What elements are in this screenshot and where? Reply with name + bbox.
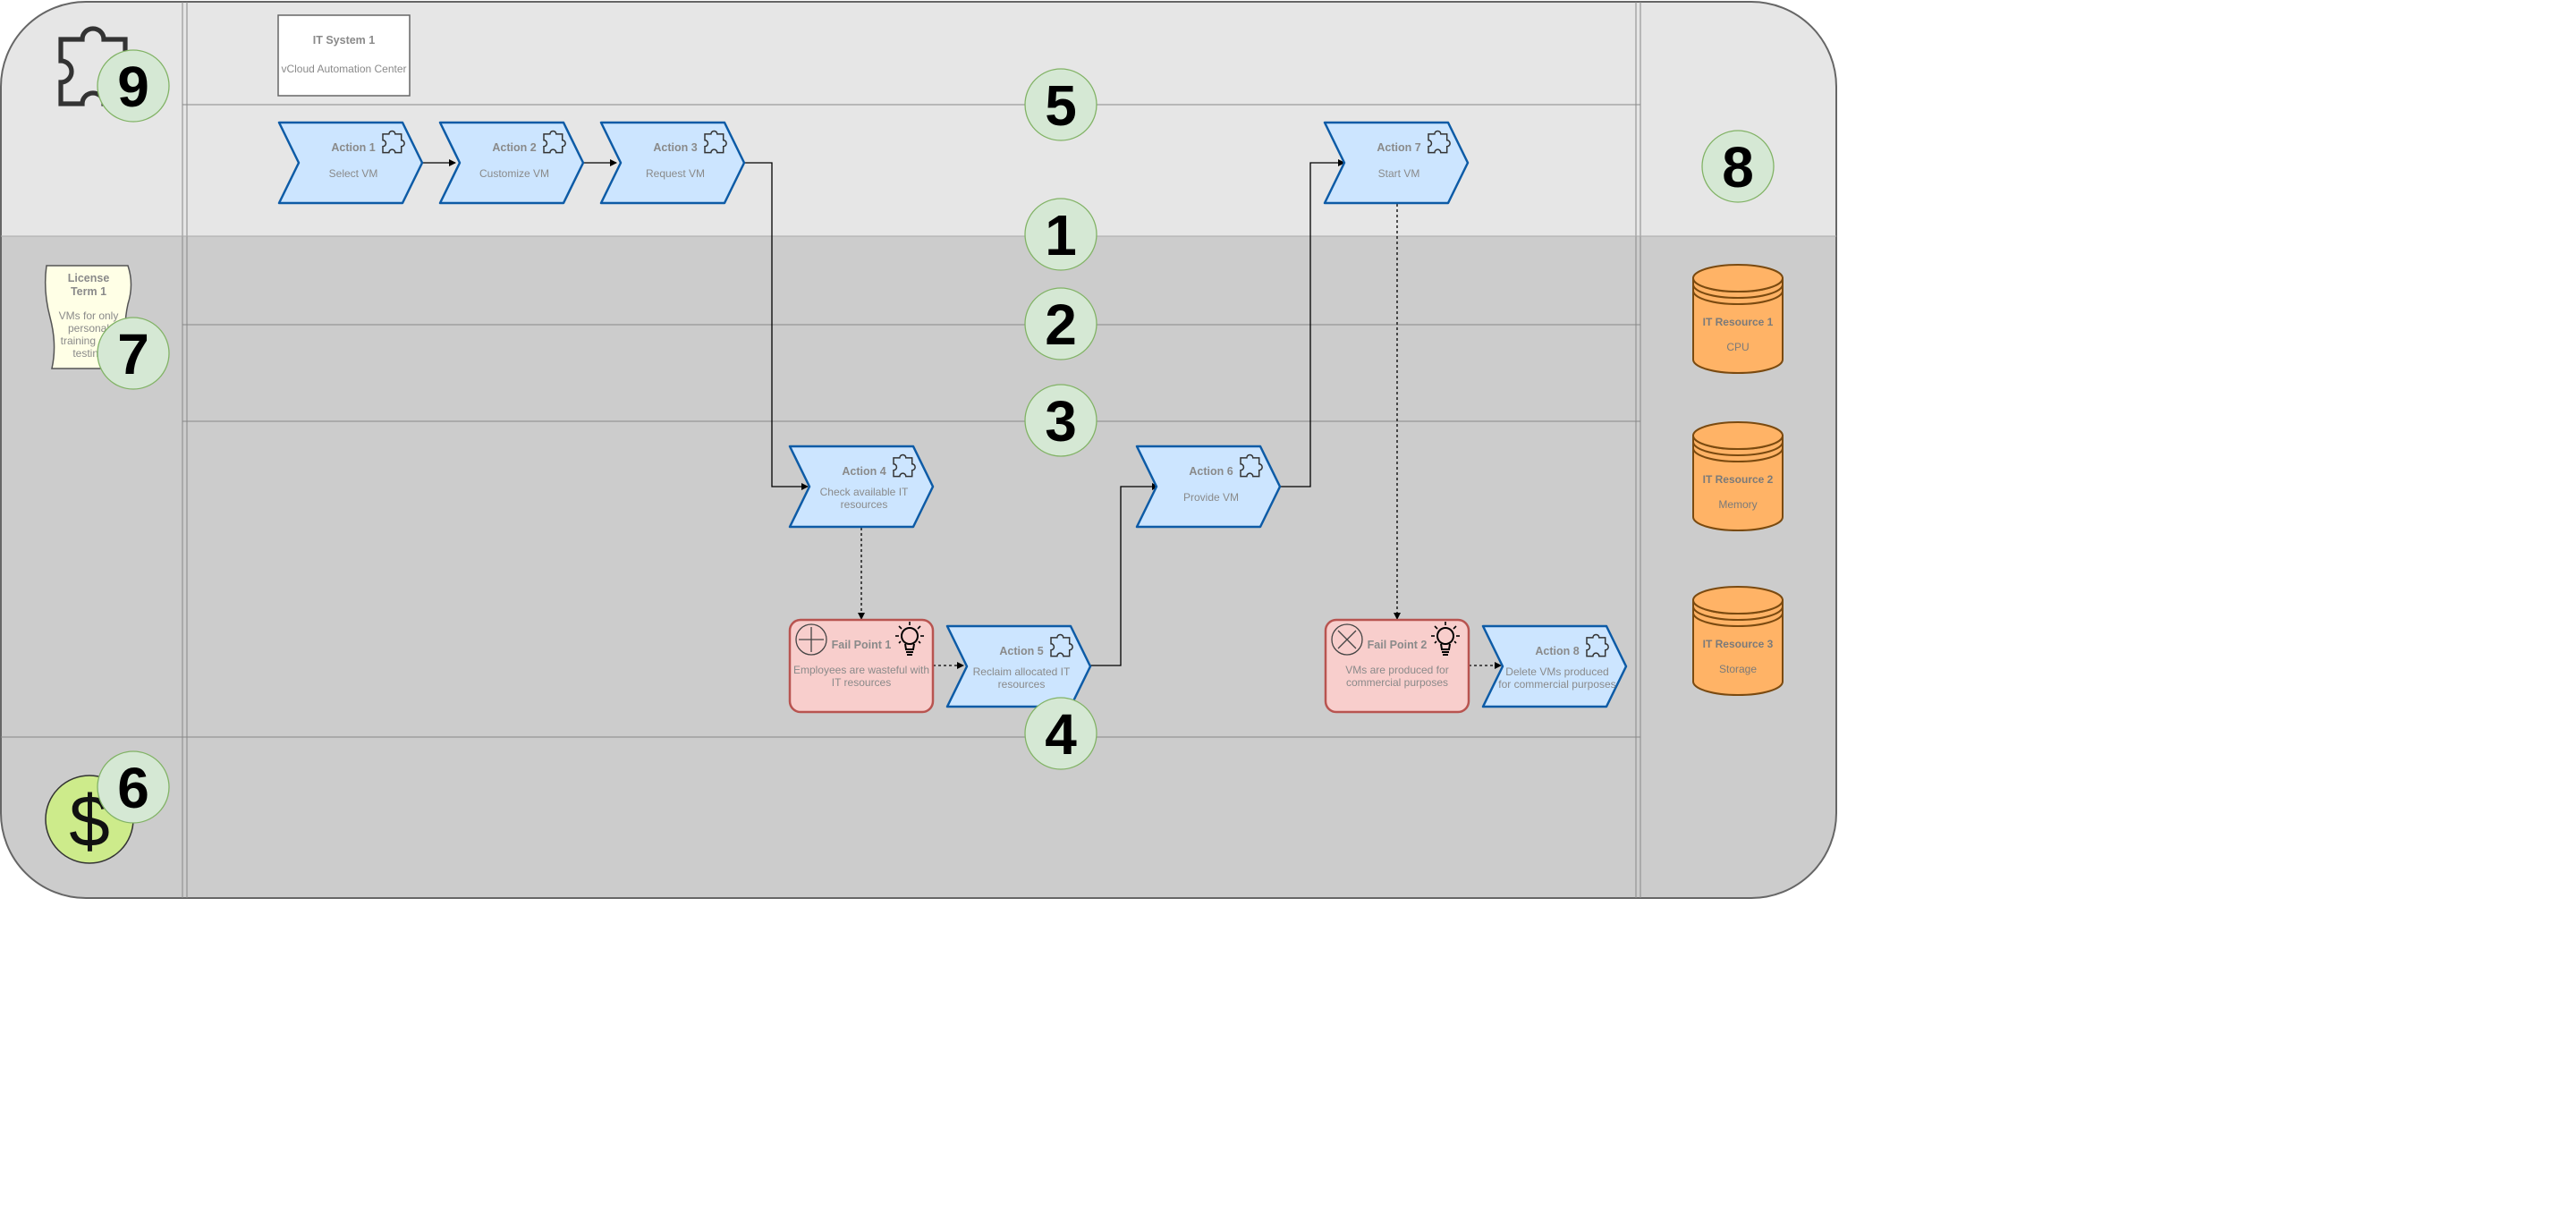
action-6[interactable]: Action 6 Provide VM bbox=[1135, 445, 1282, 529]
it-resource-title: IT Resource 3 bbox=[1703, 638, 1774, 650]
license-title-1: License bbox=[68, 272, 110, 284]
action-title: Action 3 bbox=[653, 141, 697, 154]
it-resource-subtitle: Storage bbox=[1719, 663, 1757, 675]
it-system-title: IT System 1 bbox=[313, 34, 376, 47]
fail-point-text: IT resources bbox=[832, 676, 891, 689]
fail-point-title: Fail Point 1 bbox=[832, 639, 892, 651]
action-3[interactable]: Action 3 Request VM bbox=[599, 121, 746, 205]
step-badges: 1 2 3 4 5 6 7 8 9 bbox=[97, 49, 1775, 824]
action-7[interactable]: Action 7 Start VM bbox=[1323, 121, 1470, 205]
connector-a3-a4 bbox=[745, 162, 809, 490]
connector-a6-a7 bbox=[1281, 159, 1345, 487]
step-badge-number: 7 bbox=[117, 322, 149, 386]
it-resource-subtitle: Memory bbox=[1718, 498, 1757, 511]
lightbulb-icon bbox=[895, 622, 924, 656]
action-subtitle: for commercial purposes bbox=[1498, 678, 1615, 691]
it-resource-1[interactable]: IT Resource 1 CPU bbox=[1692, 264, 1784, 374]
fail-point-title: Fail Point 2 bbox=[1368, 639, 1428, 651]
action-title: Action 7 bbox=[1377, 141, 1420, 154]
fail-points: Fail Point 1 Employees are wasteful withI… bbox=[788, 618, 1470, 714]
license-text-1: VMs for only bbox=[59, 309, 119, 322]
step-badge-7: 7 bbox=[97, 317, 170, 390]
action-1[interactable]: Action 1 Select VM bbox=[277, 121, 424, 205]
step-badge-number: 2 bbox=[1045, 292, 1077, 357]
it-resource-title: IT Resource 1 bbox=[1703, 316, 1774, 328]
lane-top bbox=[1, 2, 1836, 236]
step-badge-number: 6 bbox=[117, 756, 149, 820]
lanes bbox=[1, 2, 1836, 898]
blueprint-frame bbox=[0, 1, 1837, 899]
step-badge-number: 5 bbox=[1045, 73, 1077, 138]
plus-circle-icon bbox=[795, 623, 827, 656]
it-resource-title: IT Resource 2 bbox=[1703, 473, 1774, 486]
fail-point-text: VMs are produced for bbox=[1345, 664, 1448, 676]
it-resource-subtitle: CPU bbox=[1726, 341, 1749, 353]
action-title: Action 1 bbox=[331, 141, 375, 154]
lane-bottom bbox=[1, 737, 1836, 898]
license-title-2: Term 1 bbox=[71, 285, 106, 298]
action-title: Action 6 bbox=[1189, 465, 1233, 478]
step-badge-2: 2 bbox=[1024, 287, 1097, 360]
step-badge-3: 3 bbox=[1024, 384, 1097, 457]
action-subtitle: resources bbox=[841, 498, 888, 511]
action-subtitle: Start VM bbox=[1378, 167, 1420, 180]
step-badge-number: 1 bbox=[1045, 203, 1077, 267]
step-badge-5: 5 bbox=[1024, 68, 1097, 141]
it-resource-3[interactable]: IT Resource 3 Storage bbox=[1692, 586, 1784, 696]
step-badge-number: 8 bbox=[1722, 135, 1754, 199]
step-badge-8: 8 bbox=[1701, 130, 1775, 203]
fail-point-text: commercial purposes bbox=[1346, 676, 1448, 689]
step-badge-number: 4 bbox=[1045, 702, 1077, 767]
action-subtitle: Reclaim allocated IT bbox=[973, 665, 1071, 678]
x-circle-icon bbox=[1331, 623, 1363, 656]
step-badge-4: 4 bbox=[1024, 697, 1097, 770]
license-text-2: personal bbox=[68, 322, 109, 335]
step-badge-6: 6 bbox=[97, 750, 170, 824]
connector-a5-a6 bbox=[1090, 483, 1159, 666]
it-system-subtitle: vCloud Automation Center bbox=[281, 63, 406, 75]
action-subtitle: Delete VMs produced bbox=[1505, 665, 1608, 678]
action-subtitle: resources bbox=[998, 678, 1046, 691]
action-subtitle: Request VM bbox=[646, 167, 705, 180]
step-badge-number: 9 bbox=[117, 55, 149, 119]
step-badge-9: 9 bbox=[97, 49, 170, 123]
action-title: Action 5 bbox=[999, 645, 1043, 657]
action-subtitle: Select VM bbox=[329, 167, 378, 180]
lightbulb-icon bbox=[1431, 622, 1460, 656]
it-resource-2[interactable]: IT Resource 2 Memory bbox=[1692, 421, 1784, 531]
action-subtitle: Customize VM bbox=[479, 167, 549, 180]
action-title: Action 4 bbox=[842, 465, 886, 478]
fail-point-text: Employees are wasteful with bbox=[793, 664, 929, 676]
action-title: Action 8 bbox=[1535, 645, 1579, 657]
license-text-4: testing bbox=[72, 347, 104, 360]
action-title: Action 2 bbox=[492, 141, 536, 154]
action-subtitle: Check available IT bbox=[820, 486, 909, 498]
connectors bbox=[423, 159, 1502, 669]
fail-point-1[interactable]: Fail Point 1 Employees are wasteful withI… bbox=[788, 618, 935, 714]
it-system-box[interactable]: IT System 1 vCloud Automation Center bbox=[277, 14, 411, 97]
action-2[interactable]: Action 2 Customize VM bbox=[438, 121, 585, 205]
step-badge-1: 1 bbox=[1024, 198, 1097, 271]
step-badge-number: 3 bbox=[1045, 389, 1077, 453]
action-subtitle: Provide VM bbox=[1183, 491, 1239, 504]
fail-point-2[interactable]: Fail Point 2 VMs are produced forcommerci… bbox=[1324, 618, 1470, 714]
